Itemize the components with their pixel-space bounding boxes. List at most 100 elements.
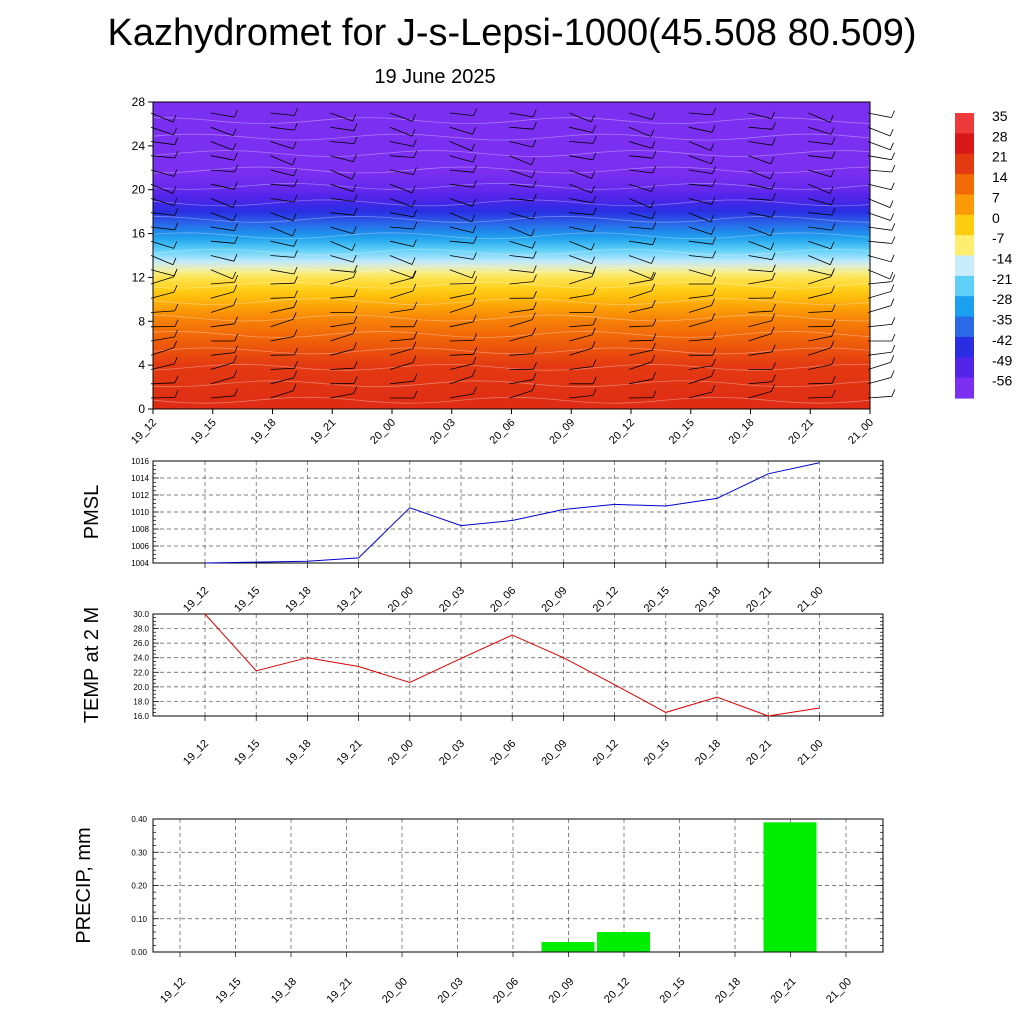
wind-barb-flag bbox=[353, 289, 358, 297]
wind-barb bbox=[449, 269, 473, 279]
colorbar-label: 7 bbox=[992, 189, 1000, 205]
wind-barb-flag bbox=[652, 165, 657, 174]
wind-barb bbox=[270, 336, 295, 342]
x-tick-label: 20_03 bbox=[437, 585, 467, 615]
wind-barb-flag bbox=[173, 340, 178, 348]
wind-barb-flag bbox=[770, 242, 775, 250]
plot-frame bbox=[152, 818, 884, 953]
wind-barb bbox=[569, 294, 593, 299]
contour-line bbox=[152, 314, 870, 322]
wind-barb bbox=[270, 226, 293, 237]
wind-barb bbox=[150, 397, 176, 399]
wind-barb-flag bbox=[234, 316, 238, 324]
colorbar-segment bbox=[955, 174, 974, 196]
wind-barb-flag bbox=[592, 207, 597, 215]
wind-barb-flag bbox=[353, 136, 358, 144]
wind-barb bbox=[330, 277, 354, 285]
wind-barb-flag bbox=[652, 237, 657, 245]
x-tick-label: 20_18 bbox=[693, 585, 723, 615]
wind-barb-flag bbox=[651, 283, 656, 291]
wind-barb-flag bbox=[173, 241, 178, 249]
panel-temp: 16.0 18.0 20.0 22.0 24.0 26.0 28.0 30.0 19_12 19_… bbox=[81, 607, 884, 768]
wind-barb-flag bbox=[234, 388, 238, 396]
wind-barb bbox=[808, 112, 831, 123]
wind-barb-flag bbox=[890, 254, 895, 262]
wind-barb-flag bbox=[889, 271, 894, 280]
wind-barb-flag bbox=[592, 152, 597, 160]
wind-barb-flag bbox=[174, 375, 179, 383]
wind-barb bbox=[628, 361, 652, 370]
wind-barb-flag bbox=[531, 312, 536, 320]
colorbar-label: -14 bbox=[992, 251, 1012, 267]
wind-barb-flag bbox=[352, 270, 357, 278]
wind-barb-flag bbox=[173, 356, 178, 365]
wind-barb bbox=[628, 269, 652, 280]
wind-barb-flag bbox=[890, 284, 895, 292]
wind-barb bbox=[449, 212, 472, 223]
y-tick-label: 1010 bbox=[131, 508, 149, 517]
wind-barb-flag bbox=[233, 284, 238, 293]
colorbar-segment bbox=[955, 255, 974, 277]
wind-barb-flag bbox=[532, 211, 536, 220]
wind-barb-flag bbox=[293, 300, 298, 308]
wind-barb-flag bbox=[172, 257, 177, 265]
wind-barb-flag bbox=[771, 138, 776, 146]
x-tick-label: 20_00 bbox=[386, 738, 416, 768]
wind-barb bbox=[270, 282, 295, 285]
wind-barb-flag bbox=[293, 239, 298, 247]
wind-barb-flag bbox=[712, 348, 717, 356]
wind-barb-flag bbox=[652, 343, 656, 351]
wind-barb-flag bbox=[831, 319, 836, 327]
precip-bar bbox=[541, 942, 595, 952]
y-tick-label: 16.0 bbox=[133, 712, 149, 721]
wind-barb-flag bbox=[652, 318, 657, 327]
wind-barb bbox=[449, 126, 473, 135]
wind-barb-flag bbox=[891, 274, 896, 282]
wind-barb bbox=[569, 226, 593, 233]
y-tick-label: 24 bbox=[132, 139, 146, 153]
wind-barb-flag bbox=[531, 170, 536, 178]
wind-barb bbox=[688, 226, 712, 235]
wind-barb-flag bbox=[411, 199, 416, 208]
wind-barb-flag bbox=[591, 242, 595, 251]
wind-barb-flag bbox=[473, 333, 478, 341]
wind-barb bbox=[330, 255, 354, 263]
wind-barb-flag bbox=[651, 211, 656, 219]
wind-barb-flag bbox=[351, 243, 356, 251]
wind-barb-flag bbox=[293, 122, 298, 131]
wind-barb-flag bbox=[233, 153, 238, 161]
wind-barb bbox=[449, 363, 474, 370]
x-tick-label: 20_21 bbox=[786, 417, 816, 447]
wind-barb-flag bbox=[471, 143, 476, 151]
wind-barb bbox=[628, 279, 653, 285]
wind-barb bbox=[389, 126, 413, 137]
wind-barb bbox=[867, 361, 891, 370]
wind-barb-flag bbox=[531, 229, 535, 237]
wind-barb-flag bbox=[652, 333, 657, 341]
wind-barb bbox=[449, 240, 474, 244]
x-tick-label: 19_12 bbox=[129, 417, 159, 447]
wind-barb bbox=[389, 212, 414, 218]
wind-barb bbox=[270, 198, 295, 203]
wind-barb-flag bbox=[771, 111, 776, 119]
x-tick-label: 20_06 bbox=[488, 585, 518, 615]
x-tick-label: 20_21 bbox=[769, 976, 799, 1006]
wind-barb-flag bbox=[650, 129, 655, 137]
wind-barb-flag bbox=[831, 389, 836, 398]
wind-barb-flag bbox=[710, 156, 715, 164]
wind-barb bbox=[330, 367, 355, 370]
wind-barb bbox=[449, 340, 474, 342]
wind-barb bbox=[808, 198, 832, 206]
wind-barb-flag bbox=[770, 326, 775, 334]
wind-barb-flag bbox=[712, 107, 717, 116]
colorbar-label: -56 bbox=[992, 373, 1012, 389]
wind-barb bbox=[509, 379, 534, 385]
y-tick-label: 1006 bbox=[131, 542, 149, 551]
page-title: Kazhydromet for J-s-Lepsi-1000(45.508 80… bbox=[107, 12, 917, 54]
wind-barb bbox=[628, 112, 653, 120]
x-tick-label: 20_15 bbox=[642, 585, 672, 615]
wind-barb-flag bbox=[532, 327, 536, 335]
wind-barb bbox=[210, 226, 235, 232]
wind-barb bbox=[569, 155, 593, 161]
wind-barb-flag bbox=[531, 157, 535, 166]
